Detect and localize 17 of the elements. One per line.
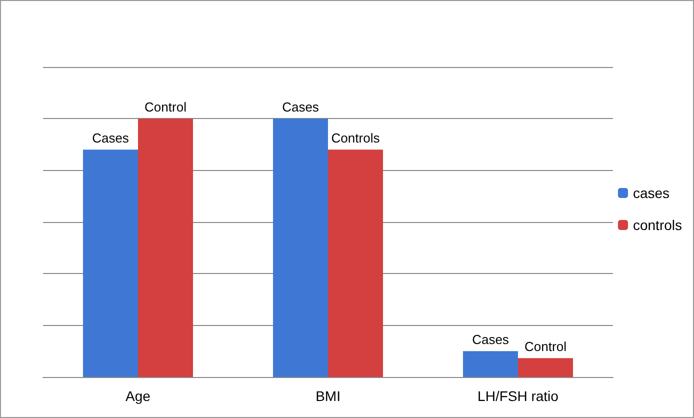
annotation: Control	[524, 339, 567, 354]
bar	[83, 150, 138, 377]
annotation: Controls	[331, 130, 380, 146]
bar	[518, 358, 573, 377]
legend-label: cases	[632, 185, 670, 201]
annotation: Cases	[472, 332, 510, 348]
x-tick-label: LH/FSH ratio	[478, 388, 559, 404]
legend-label: controls	[632, 217, 682, 233]
annotation: Control	[144, 100, 187, 115]
bar	[463, 351, 518, 377]
bar	[273, 118, 328, 377]
x-tick-label: Age	[126, 388, 151, 404]
annotation: Cases	[282, 100, 320, 115]
bar	[328, 150, 383, 377]
annotation: Cases	[92, 130, 130, 146]
x-tick-label: BMI	[316, 388, 340, 404]
bar	[138, 118, 193, 377]
